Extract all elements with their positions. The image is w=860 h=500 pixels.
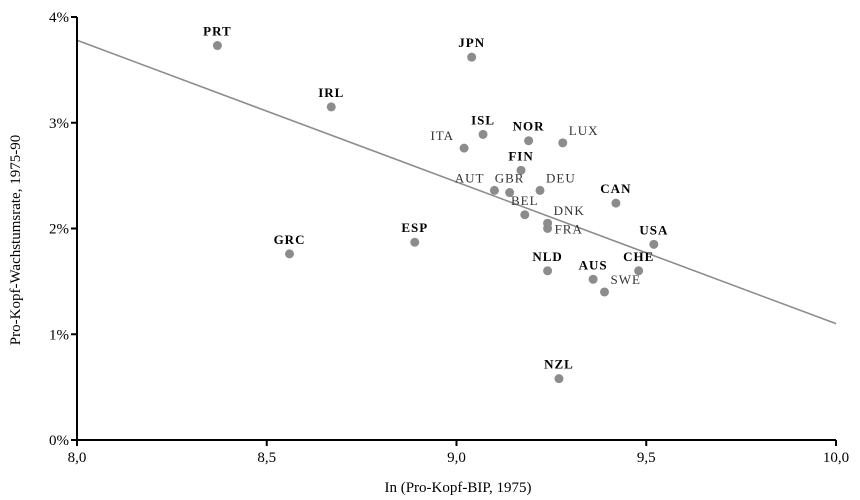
- data-point-can: [611, 198, 621, 208]
- point-label-ita: ITA: [430, 128, 454, 143]
- data-point-prt: [212, 41, 222, 51]
- point-labels-layer: PRT JPN IRL ISL NOR LUX ITA FIN AUT GBR DEU CAN BEL D…: [203, 24, 668, 372]
- data-point-isl: [478, 129, 488, 139]
- point-label-nzl: NZL: [544, 357, 574, 372]
- point-label-che: CHE: [623, 249, 654, 264]
- data-point-jpn: [467, 52, 477, 62]
- data-point-aus: [588, 274, 598, 284]
- data-point-ita: [459, 143, 469, 153]
- data-point-esp: [410, 237, 420, 247]
- point-label-prt: PRT: [203, 24, 232, 39]
- data-point-nor: [524, 136, 534, 146]
- data-point-swe: [600, 287, 610, 297]
- point-label-isl: ISL: [471, 112, 495, 127]
- x-axis-title: In (Pro-Kopf-BIP, 1975): [384, 480, 531, 496]
- point-label-nld: NLD: [532, 249, 562, 264]
- point-label-can: CAN: [600, 181, 631, 196]
- y-tick-label: 0%: [49, 433, 69, 449]
- data-point-aut: [489, 185, 499, 195]
- point-label-lux: LUX: [569, 123, 599, 138]
- y-tick-label: 1%: [49, 327, 69, 343]
- data-point-irl: [326, 102, 336, 112]
- y-tick-label: 3%: [49, 116, 69, 132]
- point-label-nor: NOR: [513, 119, 545, 134]
- point-label-irl: IRL: [318, 85, 344, 100]
- x-tick-label: 8,0: [68, 450, 87, 466]
- data-point-gbr: [505, 188, 515, 198]
- point-label-dnk: DNK: [554, 203, 585, 218]
- x-tick-label: 9,5: [637, 450, 656, 466]
- point-label-swe: SWE: [611, 272, 641, 287]
- point-label-gbr: GBR: [495, 171, 525, 186]
- data-point-fin: [516, 165, 526, 175]
- point-label-grc: GRC: [274, 232, 306, 247]
- data-point-usa: [649, 239, 659, 249]
- point-label-aus: AUS: [579, 257, 608, 272]
- data-point-lux: [558, 138, 568, 148]
- x-tick-label: 9,0: [447, 450, 466, 466]
- data-points-layer: [212, 41, 659, 384]
- data-point-nzl: [554, 374, 564, 384]
- point-label-fra: FRA: [555, 222, 583, 237]
- data-point-fra: [543, 224, 553, 233]
- data-point-che: [634, 266, 644, 276]
- x-tick-label: 8,5: [257, 450, 276, 466]
- point-label-usa: USA: [639, 222, 668, 237]
- data-point-nld: [543, 266, 553, 276]
- y-tick-label: 4%: [49, 10, 69, 26]
- y-axis-title: Pro-Kopf-Wachstumsrate, 1975-90: [8, 135, 24, 345]
- point-label-aut: AUT: [455, 170, 485, 185]
- point-label-deu: DEU: [546, 170, 576, 185]
- point-label-esp: ESP: [401, 220, 428, 235]
- trend-line: [76, 39, 837, 325]
- axes: 8,0 8,5 9,0 9,5 10,0 0% 1% 2% 3% 4%: [49, 10, 849, 466]
- x-tick-label: 10,0: [823, 450, 849, 466]
- data-point-bel: [520, 210, 530, 220]
- point-label-bel: BEL: [511, 193, 539, 208]
- data-point-deu: [535, 185, 545, 195]
- data-point-grc: [285, 249, 295, 259]
- point-label-fin: FIN: [508, 148, 533, 163]
- point-label-jpn: JPN: [458, 35, 485, 50]
- trend-line-layer: [76, 39, 837, 325]
- y-tick-label: 2%: [49, 222, 69, 238]
